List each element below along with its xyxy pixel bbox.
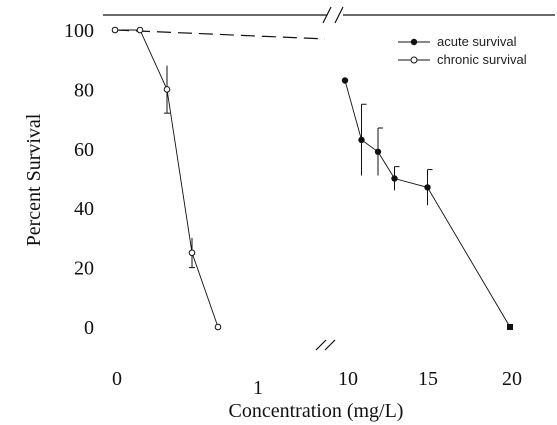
x-tick-label: 10 bbox=[338, 368, 358, 390]
x-tick-label: 20 bbox=[502, 368, 522, 390]
legend-open-circle-icon bbox=[410, 56, 418, 64]
legend-item-chronic: chronic survival bbox=[398, 52, 527, 67]
acute-survival-point bbox=[358, 136, 365, 144]
legend: acute survival chronic survival bbox=[398, 34, 527, 67]
chronic-survival-point bbox=[136, 26, 144, 34]
acute-survival-point bbox=[374, 148, 382, 155]
x-tick-label: 15 bbox=[418, 368, 438, 390]
chronic-survival-point bbox=[214, 323, 222, 331]
y-tick-label: 40 bbox=[74, 198, 94, 220]
acute-survival-point bbox=[424, 184, 431, 191]
acute-survival-point bbox=[507, 324, 513, 330]
acute-survival-point bbox=[341, 77, 349, 84]
legend-item-acute: acute survival bbox=[398, 34, 517, 49]
x-tick-label: 0 bbox=[112, 368, 122, 390]
top-break-mark-1 bbox=[322, 6, 332, 24]
top-frame bbox=[103, 6, 555, 24]
chronic-survival-point bbox=[163, 86, 171, 93]
plot-area bbox=[111, 26, 513, 331]
y-tick-label: 60 bbox=[74, 139, 94, 161]
top-break-mark-2 bbox=[334, 6, 344, 24]
y-tick-label: 100 bbox=[64, 20, 94, 42]
y-tick-label: 20 bbox=[74, 258, 94, 280]
y-tick-label: 80 bbox=[74, 79, 94, 101]
legend-label-acute: acute survival bbox=[437, 34, 517, 49]
tick-labels: 0 20 40 60 80 100 0 1 10 15 20 bbox=[64, 20, 522, 399]
acute-survival-point bbox=[391, 175, 398, 182]
reference-dashed-line bbox=[114, 29, 326, 40]
legend-label-chronic: chronic survival bbox=[437, 52, 527, 67]
bottom-break-marks bbox=[315, 339, 336, 351]
y-tick-label: 0 bbox=[84, 317, 94, 339]
acute-survival-line bbox=[344, 80, 511, 328]
chronic-survival-point bbox=[188, 249, 196, 257]
x-tick-label: 1 bbox=[253, 377, 263, 399]
chronic-survival-point bbox=[111, 26, 119, 34]
legend-filled-circle-icon bbox=[410, 38, 418, 46]
y-axis-title: Percent Survival bbox=[23, 113, 45, 246]
x-axis-title: Concentration (mg/L) bbox=[229, 400, 404, 422]
